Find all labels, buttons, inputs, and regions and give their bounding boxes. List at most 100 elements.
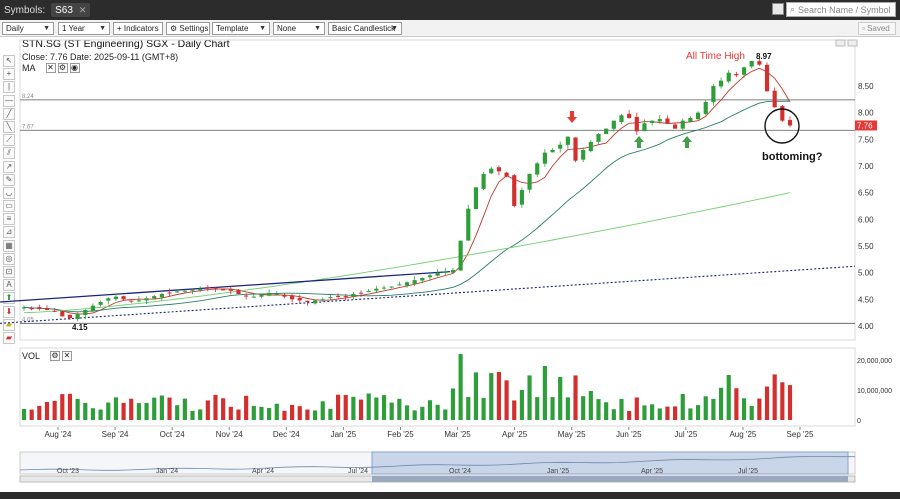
volume-bar: [512, 400, 517, 420]
measure-icon[interactable]: ⊡: [3, 266, 15, 278]
pen-icon[interactable]: ✎: [3, 173, 15, 186]
gear-icon[interactable]: ⚙: [57, 63, 68, 73]
volume-bar: [320, 401, 325, 420]
candle-body: [221, 289, 226, 291]
navigator-tick-label: Apr '24: [252, 468, 274, 475]
search-placeholder: Search Name / Symbol: [798, 4, 891, 15]
settings-button[interactable]: ⚙ Settings: [166, 22, 210, 35]
pane-expand-icon: [835, 39, 846, 47]
candle-body: [75, 314, 80, 319]
candle-body: [282, 295, 287, 297]
arrow-head: [634, 136, 644, 142]
volume-bar: [167, 397, 172, 420]
menu-icon[interactable]: [772, 3, 784, 15]
symbol-chip[interactable]: S63 ✕: [51, 3, 91, 17]
vertical-line-icon[interactable]: |: [3, 81, 15, 94]
candle-body: [627, 113, 632, 118]
candle-body: [236, 289, 241, 294]
volume-bar: [596, 399, 601, 420]
candle-body: [121, 296, 126, 300]
candle-body: [358, 292, 364, 294]
candle-body: [83, 310, 88, 315]
volume-bar: [611, 409, 616, 420]
range-select[interactable]: 1 Year ▼: [58, 22, 110, 35]
close-icon[interactable]: ✕: [45, 63, 56, 73]
volume-bar: [175, 405, 180, 420]
price-tick-label: 8.50: [858, 82, 874, 91]
candle-body: [665, 118, 670, 124]
candle-body: [213, 287, 218, 289]
volume-bar: [297, 406, 302, 420]
gear-icon[interactable]: ⚙: [50, 351, 61, 361]
period-select[interactable]: Daily ▼: [2, 22, 54, 35]
candle-body: [780, 105, 785, 121]
volume-bar: [519, 389, 524, 420]
volume-bar: [435, 404, 440, 420]
close-icon[interactable]: ✕: [78, 4, 87, 15]
indicators-button[interactable]: + Indicators: [113, 22, 163, 35]
cursor-icon[interactable]: ↖: [3, 55, 15, 67]
saved-button[interactable]: ▫ Saved: [858, 22, 896, 35]
arc-icon[interactable]: ◡: [3, 186, 15, 199]
save-icon: ▫: [862, 24, 868, 33]
volume-bar: [695, 405, 701, 420]
candle-body: [726, 72, 731, 82]
bottoming-circle: [764, 108, 800, 144]
volume-bar: [290, 404, 295, 420]
overlay-select[interactable]: None ▼: [273, 22, 325, 35]
fib-fan-icon[interactable]: ⊿: [3, 226, 15, 239]
volume-tick-label: 10,000,000: [857, 388, 892, 395]
eye-icon[interactable]: ◉: [69, 63, 80, 73]
fib-retracement-icon[interactable]: ≡: [3, 213, 15, 226]
candle-body: [190, 289, 195, 291]
volume-bar: [335, 394, 341, 420]
extended-line-icon[interactable]: ⟋: [3, 134, 15, 147]
candle-body: [366, 290, 371, 292]
volume-bar: [527, 375, 532, 420]
candle-body: [604, 128, 609, 135]
circle-icon[interactable]: ◎: [3, 252, 15, 265]
volume-bar: [550, 397, 555, 420]
volume-bar: [144, 402, 149, 420]
volume-bar: [711, 398, 716, 420]
chart-style-select[interactable]: Basic Candlestick ▼: [328, 22, 402, 35]
arrow-down-icon[interactable]: ⬇: [3, 305, 15, 318]
level-label: 8.24: [22, 94, 34, 100]
candle-body: [473, 187, 479, 210]
volume-bar: [481, 397, 486, 420]
horizontal-line-icon[interactable]: —: [3, 94, 15, 107]
highlighter-icon[interactable]: ▰: [3, 318, 15, 331]
candle-body: [420, 278, 425, 281]
trendline-icon[interactable]: ╲: [3, 120, 15, 133]
rectangle-icon[interactable]: ▭: [3, 200, 15, 213]
volume-bar: [343, 395, 348, 420]
candle-body: [90, 305, 96, 311]
template-select[interactable]: Template ▼: [212, 22, 270, 35]
search-input[interactable]: ⌕ Search Name / Symbol: [786, 2, 896, 17]
arrow-shaft: [637, 142, 641, 148]
date-tick-label: Mar '25: [444, 430, 471, 439]
close-icon[interactable]: ✕: [62, 351, 73, 361]
arrow-up-marker: [634, 136, 644, 148]
volume-bar: [680, 394, 685, 420]
date-tick-label: Aug '24: [45, 430, 72, 439]
template-value: Template: [216, 24, 249, 33]
arrow-up-icon[interactable]: ⬆: [3, 292, 15, 305]
text-icon[interactable]: A: [3, 279, 15, 292]
volume-bar: [466, 397, 471, 420]
gann-icon[interactable]: ▦: [3, 239, 15, 252]
chart-toolbar: Daily ▼ 1 Year ▼ + Indicators ⚙ Settings T…: [0, 20, 900, 37]
volume-tick-label: 20,000,000: [857, 358, 892, 365]
channel-icon[interactable]: ⫽: [3, 147, 15, 160]
ray-icon[interactable]: ╱: [3, 107, 15, 120]
volume-bar: [604, 402, 609, 420]
settings-label: Settings: [179, 24, 209, 33]
date-tick-label: Sep '24: [102, 430, 129, 439]
crosshair-icon[interactable]: +: [3, 68, 15, 81]
candle-body: [772, 90, 777, 108]
arrow-line-icon[interactable]: ↗: [3, 160, 15, 173]
eraser-icon[interactable]: ▰: [3, 331, 15, 344]
candle-body: [44, 308, 50, 310]
candle-body: [205, 287, 210, 289]
